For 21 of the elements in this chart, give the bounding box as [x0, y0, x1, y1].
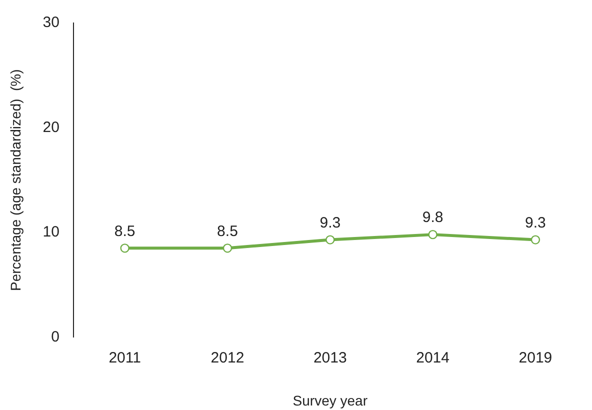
data-label: 9.3: [525, 214, 546, 232]
data-label: 9.8: [422, 209, 444, 226]
x-tick-label: 2013: [313, 349, 347, 366]
x-tick-label: 2012: [210, 349, 244, 366]
x-tick-label: 2014: [416, 349, 450, 366]
x-axis-title: Survey year: [292, 392, 368, 408]
point: [428, 230, 438, 240]
x-tick-label: 2019: [518, 349, 552, 366]
y-tick-label: 30: [42, 14, 60, 32]
y-axis-title: Percentage (age standardized) (%): [7, 69, 24, 291]
x-tick-label: 2011: [108, 349, 141, 366]
point: [120, 244, 130, 253]
data-label: 9.3: [320, 214, 341, 232]
y-tick-label: 10: [42, 224, 60, 241]
data-label: 8.5: [217, 222, 238, 240]
point: [326, 235, 335, 244]
point: [530, 235, 540, 244]
y-tick-label: 0: [51, 328, 60, 346]
point: [222, 244, 232, 253]
y-tick-label: 20: [42, 118, 60, 136]
data-label: 8.5: [114, 222, 136, 240]
